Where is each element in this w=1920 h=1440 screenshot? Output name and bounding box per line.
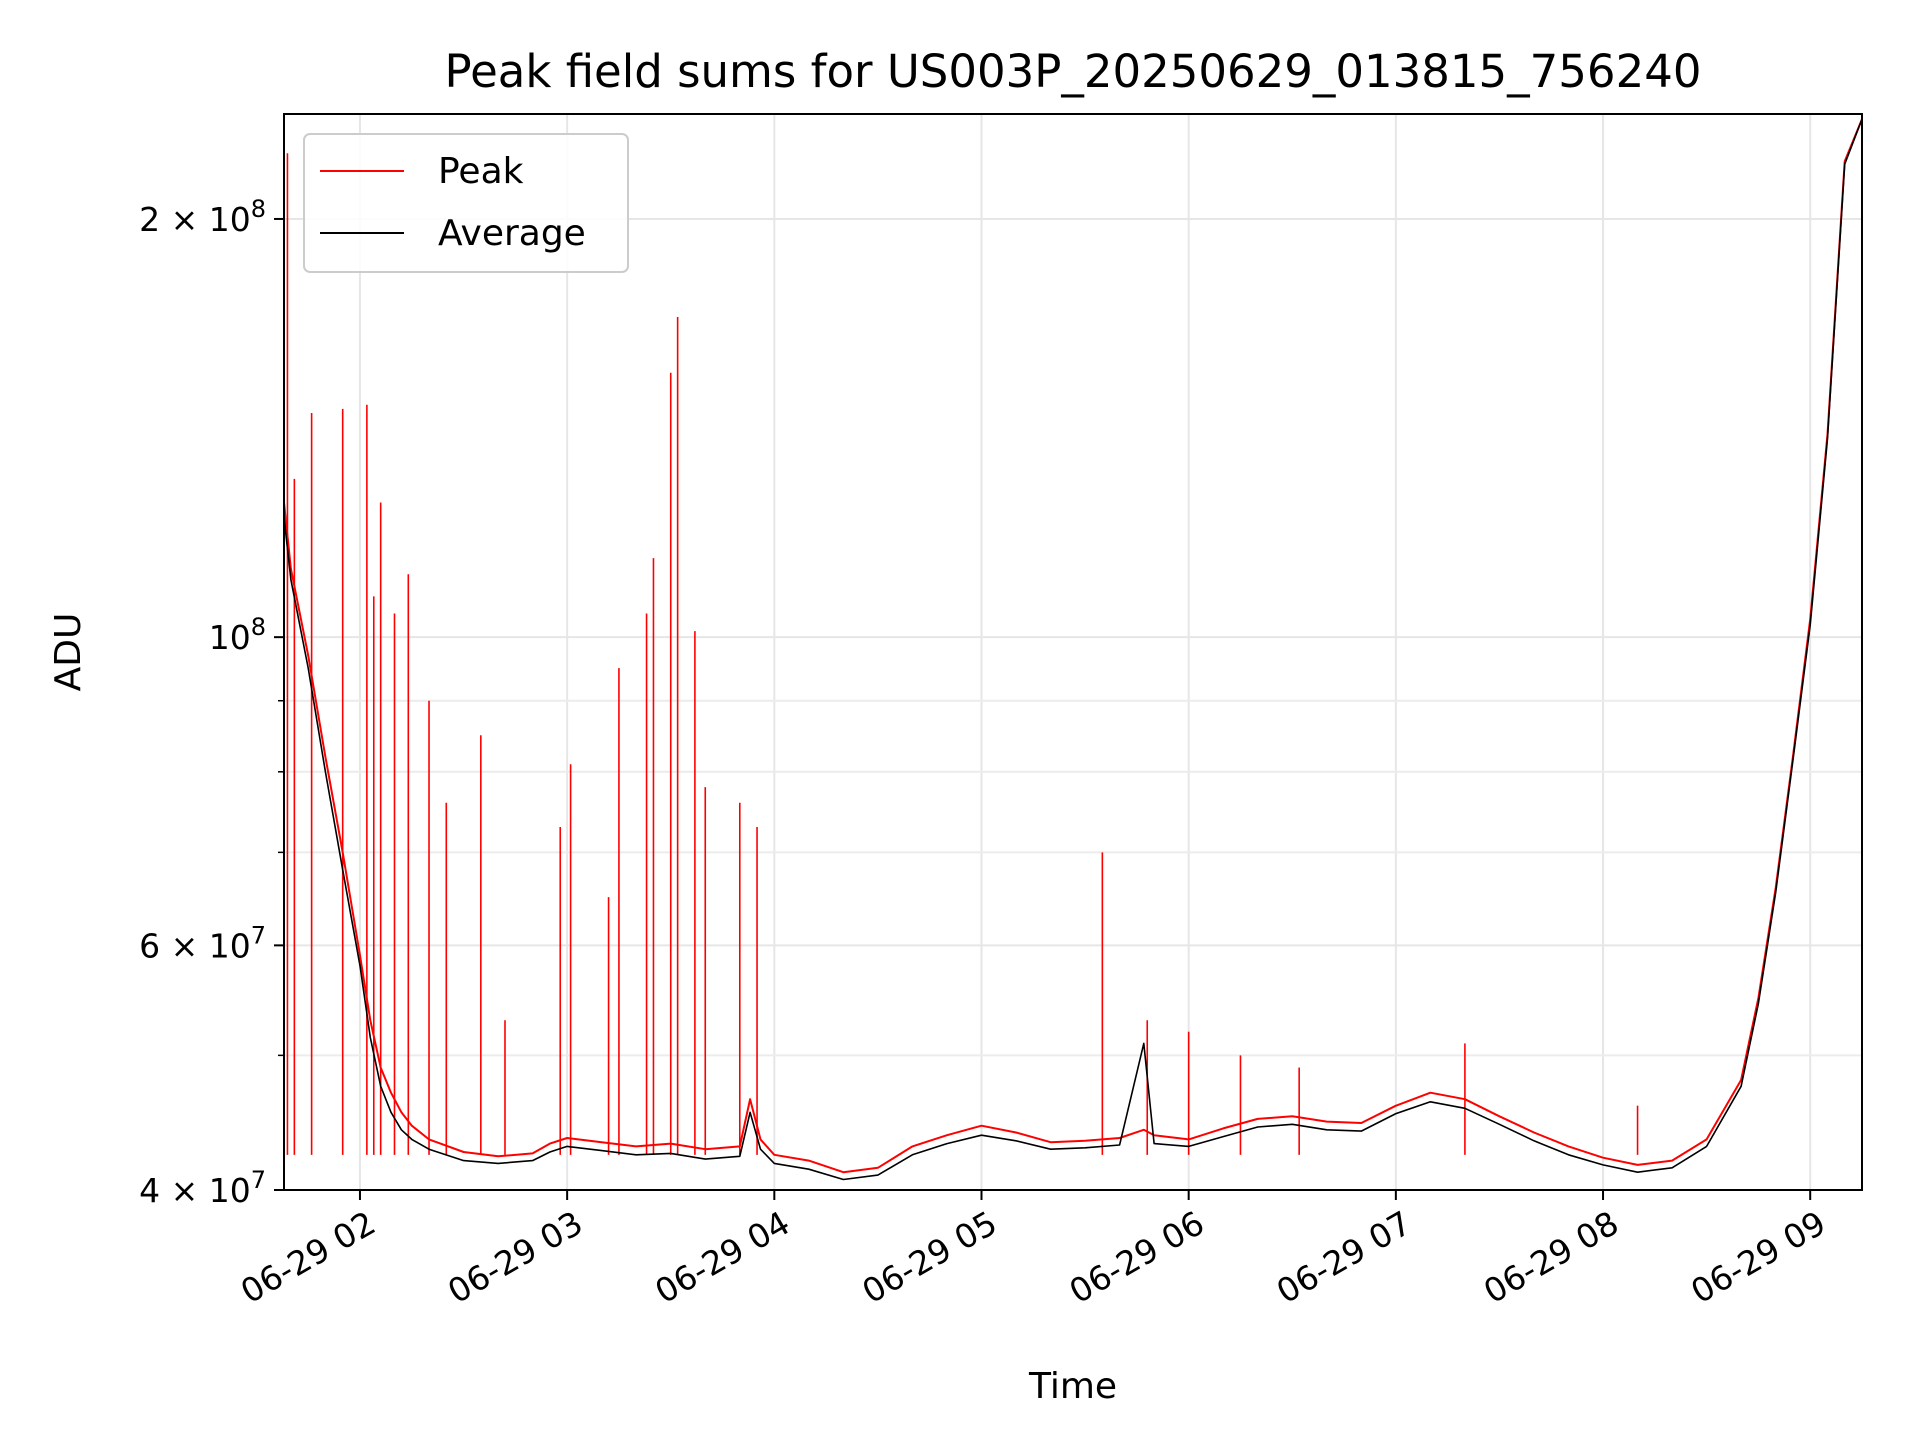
chart-title: Peak field sums for US003P_20250629_0138… — [445, 45, 1702, 98]
legend-box — [303, 133, 629, 273]
legend-label-peak: Peak — [438, 151, 524, 192]
y-tick-label: 4 × 107 — [139, 1166, 266, 1210]
series-line-average — [284, 118, 1862, 1181]
series-layer — [284, 118, 1862, 1181]
y-axis: 2 × 108 108 6 × 107 4 × 107 — [139, 195, 284, 1210]
y-axis-label: ADU — [48, 613, 89, 692]
y-tick-label: 6 × 107 — [139, 921, 266, 965]
plot-frame — [283, 113, 1863, 1191]
series-line-peak — [284, 118, 1862, 1174]
legend-label-average: Average — [438, 213, 586, 254]
legend: Peak Average — [303, 133, 629, 273]
y-tick-label: 108 — [209, 613, 266, 657]
x-axis-label: Time — [1028, 1366, 1117, 1407]
y-tick-label: 2 × 108 — [139, 195, 266, 239]
